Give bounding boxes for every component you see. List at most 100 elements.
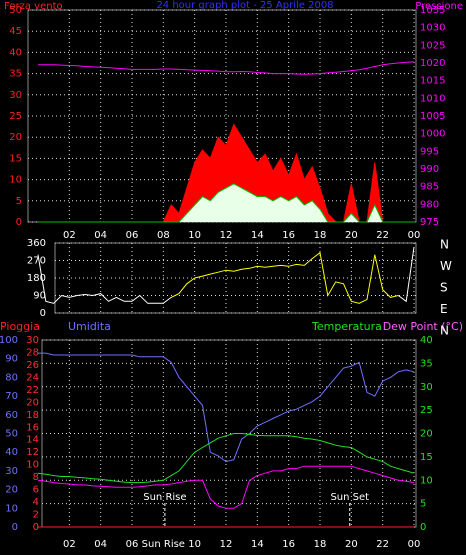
y-tick-label: 1005	[420, 111, 445, 122]
y-tick-label: 24	[26, 372, 39, 383]
y-tick-label: 0	[16, 217, 22, 228]
y-tick-label: 35	[9, 69, 22, 80]
compass-label: N	[440, 324, 449, 338]
x-tick-label: 00	[408, 539, 421, 550]
y-tick-label: 25	[420, 405, 433, 416]
y-tick-label: 10	[9, 175, 22, 186]
y-tick-label: 0	[12, 522, 18, 533]
y-tick-label: 6	[33, 485, 39, 496]
x-tick-label: 20	[345, 230, 358, 241]
annotation: Sun Rise	[143, 492, 186, 503]
y-tick-label: 20	[9, 132, 22, 143]
area	[38, 124, 414, 222]
x-tick-label: 20	[345, 539, 358, 550]
y-tick-label: 16	[26, 422, 39, 433]
y-tick-label: 1035	[420, 5, 445, 16]
line	[37, 433, 415, 484]
y-tick-label: 45	[9, 26, 22, 37]
y-tick-label: 0	[33, 522, 39, 533]
dew-point-label: Dew Point (°C)	[383, 320, 463, 333]
temperature-label: Temperatura	[311, 320, 382, 333]
y-tick-label: 985	[420, 182, 439, 193]
y-tick-label: 35	[420, 358, 433, 369]
humidity-label: Umidita	[68, 320, 111, 333]
chart-title: 24 hour graph plot - 25 Aprile 2008	[156, 0, 333, 11]
y-tick-label: 2	[33, 510, 39, 521]
y-tick-label: 1000	[420, 129, 445, 140]
y-tick-label: 1010	[420, 93, 445, 104]
y-tick-label: 12	[26, 447, 39, 458]
y-tick-label: 1025	[420, 40, 445, 51]
y-tick-label: 50	[9, 5, 22, 16]
y-tick-label: 20	[5, 485, 18, 496]
y-tick-label: 80	[5, 372, 18, 383]
y-tick-label: 100	[0, 335, 18, 346]
area	[38, 183, 414, 222]
y-tick-label: 15	[9, 153, 22, 164]
y-tick-label: 90	[5, 354, 18, 365]
y-tick-label: 4	[33, 497, 39, 508]
y-tick-label: 70	[5, 391, 18, 402]
x-tick-label: 00	[408, 230, 421, 241]
line	[170, 251, 399, 304]
y-tick-label: 30	[420, 382, 433, 393]
y-tick-label: 22	[26, 385, 39, 396]
y-tick-label: 40	[5, 447, 18, 458]
x-tick-label: 04	[94, 230, 107, 241]
y-tick-label: 0	[420, 522, 426, 533]
x-tick-label: 10	[188, 230, 201, 241]
x-tick-label: 06	[126, 539, 139, 550]
y-tick-label: 5	[16, 196, 22, 207]
y-tick-label: 10	[26, 460, 39, 471]
x-tick-label: 16	[282, 539, 295, 550]
rain-label: Pioggia	[0, 320, 40, 333]
y-tick-label: 980	[420, 199, 439, 210]
line	[38, 61, 415, 75]
y-tick-label: 1020	[420, 58, 445, 69]
line	[37, 246, 415, 304]
x-tick-label: 12	[220, 230, 233, 241]
y-tick-label: 90	[33, 291, 46, 302]
y-tick-label: 975	[420, 217, 439, 228]
y-tick-label: 270	[27, 256, 46, 267]
y-tick-label: 30	[9, 90, 22, 101]
x-tick-label: 22	[376, 230, 389, 241]
y-tick-label: 40	[420, 335, 433, 346]
y-tick-label: 18	[26, 410, 39, 421]
line	[37, 465, 415, 509]
y-tick-label: 26	[26, 360, 39, 371]
y-tick-label: 60	[5, 410, 18, 421]
y-tick-label: 30	[26, 335, 39, 346]
compass-label: E	[440, 302, 448, 316]
y-tick-label: 25	[9, 111, 22, 122]
y-tick-label: 10	[420, 475, 433, 486]
x-tick-label: 18	[314, 539, 327, 550]
y-tick-label: 10	[5, 503, 18, 514]
x-tick-label: 22	[376, 539, 389, 550]
y-tick-label: 180	[27, 273, 46, 284]
y-tick-label: 1015	[420, 76, 445, 87]
wind-label: Forza vento	[4, 1, 63, 12]
y-tick-label: 28	[26, 347, 39, 358]
compass-label: S	[440, 281, 448, 295]
x-tick-label: 02	[63, 230, 76, 241]
y-tick-label: 360	[27, 238, 46, 249]
y-tick-label: 30	[5, 466, 18, 477]
x-tick-label: 14	[251, 539, 264, 550]
x-tick-label: 02	[63, 539, 76, 550]
line	[38, 183, 414, 223]
x-tick-label: 16	[282, 230, 295, 241]
y-tick-label: 50	[5, 429, 18, 440]
x-tick-label: 10	[188, 539, 201, 550]
x-tick-label: 14	[251, 230, 264, 241]
y-tick-label: 5	[420, 499, 426, 510]
y-tick-label: 40	[9, 47, 22, 58]
compass-label: W	[440, 259, 452, 273]
line	[38, 352, 415, 463]
x-tick-label: 08	[157, 230, 170, 241]
x-tick-label: 06	[126, 230, 139, 241]
x-tick-label: 04	[94, 539, 107, 550]
y-tick-label: 1030	[420, 23, 445, 34]
x-tick-label: 12	[220, 539, 233, 550]
